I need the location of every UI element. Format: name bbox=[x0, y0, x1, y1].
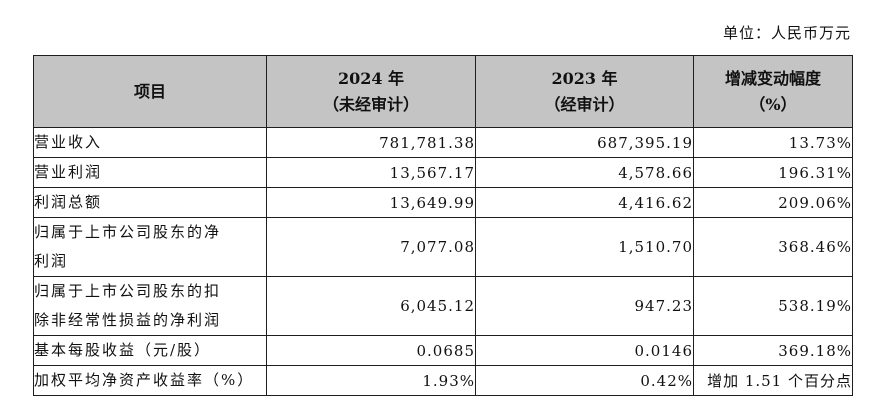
table-header-row: 项目 2024 年 （未经审计） 2023 年 （经审计） 增减变动幅度 （%） bbox=[33, 55, 853, 128]
header-2023: 2023 年 （经审计） bbox=[475, 55, 694, 128]
value-2023: 0.0146 bbox=[475, 335, 694, 366]
value-change: 209.06% bbox=[693, 187, 853, 218]
value-change: 368.46% bbox=[693, 217, 853, 277]
table-row: 营业利润 13,567.17 4,578.66 196.31% bbox=[33, 157, 853, 188]
value-change: 538.19% bbox=[693, 276, 853, 336]
header-2024-year: 2024 年 bbox=[337, 68, 405, 88]
table-row: 归属于上市公司股东的净 利润 7,077.08 1,510.70 368.46% bbox=[33, 217, 853, 277]
value-2023: 1,510.70 bbox=[475, 217, 694, 277]
row-label-line1: 归属于上市公司股东的扣 bbox=[34, 282, 222, 300]
value-2023: 4,578.66 bbox=[475, 157, 694, 188]
value-change: 196.31% bbox=[693, 157, 853, 188]
value-2024: 6,045.12 bbox=[266, 276, 476, 336]
row-label-line2: 除非经常性损益的净利润 bbox=[34, 311, 222, 329]
table-row: 基本每股收益（元/股） 0.0685 0.0146 369.18% bbox=[33, 335, 853, 366]
row-label: 归属于上市公司股东的扣 除非经常性损益的净利润 bbox=[33, 276, 267, 336]
header-change: 增减变动幅度 （%） bbox=[693, 55, 853, 128]
row-label: 归属于上市公司股东的净 利润 bbox=[33, 217, 267, 277]
value-2023: 4,416.62 bbox=[475, 187, 694, 218]
value-2023: 687,395.19 bbox=[475, 127, 694, 158]
header-2024-note: （未经审计） bbox=[322, 94, 419, 114]
value-2024: 781,781.38 bbox=[266, 127, 476, 158]
row-label: 基本每股收益（元/股） bbox=[33, 335, 267, 366]
value-2024: 1.93% bbox=[266, 365, 476, 396]
value-2023: 0.42% bbox=[475, 365, 694, 396]
unit-label: 单位：人民币万元 bbox=[722, 24, 851, 42]
value-change: 369.18% bbox=[693, 335, 853, 366]
header-change-unit: （%） bbox=[749, 94, 797, 114]
table-row: 归属于上市公司股东的扣 除非经常性损益的净利润 6,045.12 947.23 … bbox=[33, 276, 853, 336]
header-2024: 2024 年 （未经审计） bbox=[266, 55, 476, 128]
row-label-line1: 归属于上市公司股东的净 bbox=[34, 223, 222, 241]
value-2024: 7,077.08 bbox=[266, 217, 476, 277]
value-change: 13.73% bbox=[693, 127, 853, 158]
row-label: 利润总额 bbox=[33, 187, 267, 218]
header-change-label: 增减变动幅度 bbox=[724, 68, 821, 88]
value-change: 增加 1.51 个百分点 bbox=[693, 365, 853, 396]
row-label-line2: 利润 bbox=[34, 252, 69, 270]
value-2023: 947.23 bbox=[475, 276, 694, 336]
value-2024: 0.0685 bbox=[266, 335, 476, 366]
value-2024: 13,649.99 bbox=[266, 187, 476, 218]
row-label: 加权平均净资产收益率（%） bbox=[33, 365, 267, 396]
table-row: 加权平均净资产收益率（%） 1.93% 0.42% 增加 1.51 个百分点 bbox=[33, 365, 853, 396]
header-2023-note: （经审计） bbox=[544, 94, 625, 114]
financial-summary-table: 项目 2024 年 （未经审计） 2023 年 （经审计） 增减变动幅度 （%）… bbox=[33, 55, 853, 396]
header-item: 项目 bbox=[33, 55, 267, 128]
header-item-label: 项目 bbox=[133, 81, 166, 101]
value-2024: 13,567.17 bbox=[266, 157, 476, 188]
row-label: 营业利润 bbox=[33, 157, 267, 188]
header-2023-year: 2023 年 bbox=[551, 68, 618, 88]
table-row: 利润总额 13,649.99 4,416.62 209.06% bbox=[33, 187, 853, 218]
row-label: 营业收入 bbox=[33, 127, 267, 158]
table-row: 营业收入 781,781.38 687,395.19 13.73% bbox=[33, 127, 853, 158]
